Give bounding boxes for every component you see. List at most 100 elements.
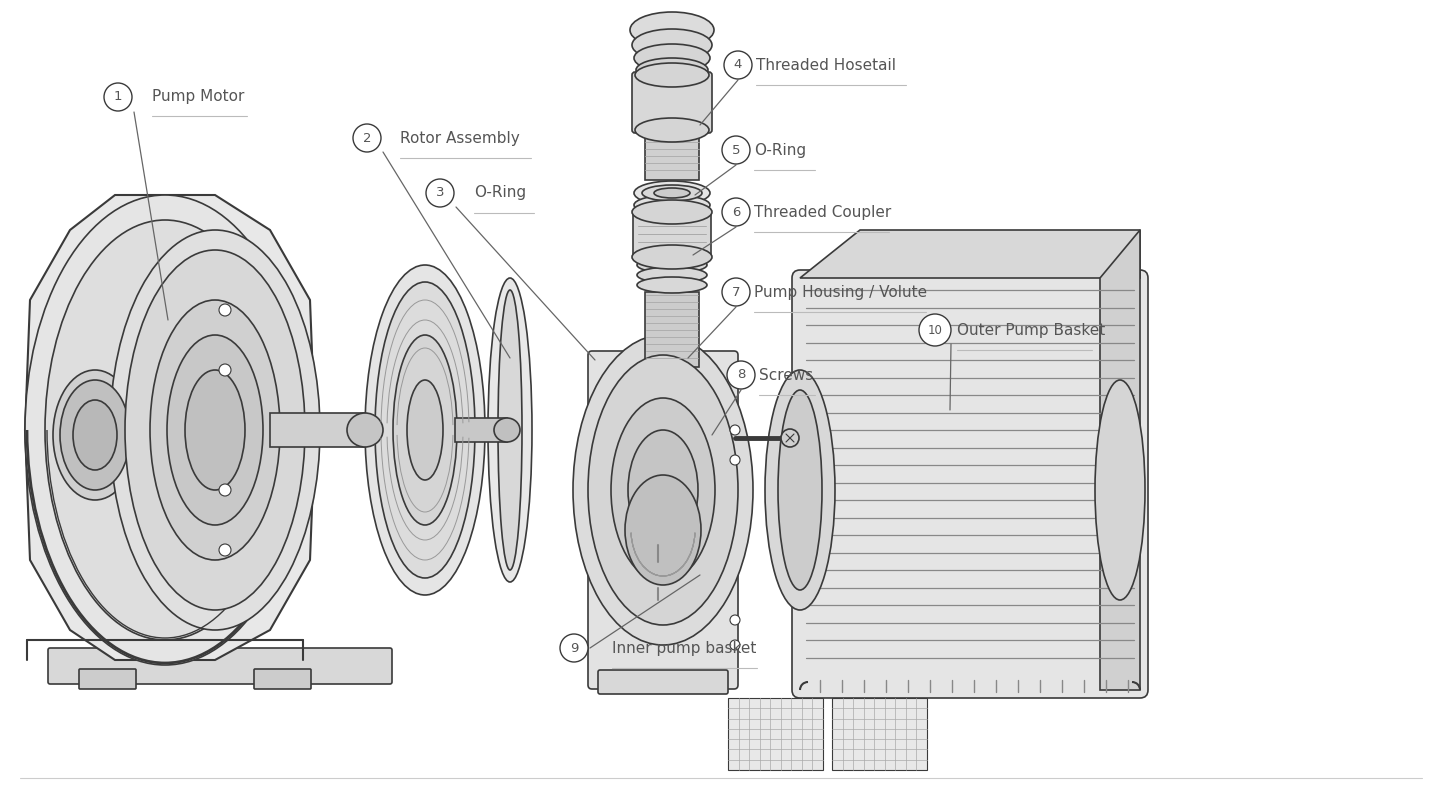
Ellipse shape (61, 380, 130, 490)
Circle shape (104, 83, 133, 111)
Polygon shape (1100, 230, 1141, 690)
Circle shape (919, 314, 952, 346)
Bar (728, 698, 823, 770)
Ellipse shape (766, 370, 835, 610)
Ellipse shape (348, 413, 384, 447)
Bar (645, 292, 699, 367)
Bar (645, 130, 699, 180)
Ellipse shape (365, 265, 485, 595)
Text: Screws: Screws (758, 368, 813, 382)
FancyBboxPatch shape (48, 648, 392, 684)
Text: Threaded Hosetail: Threaded Hosetail (756, 57, 895, 73)
Ellipse shape (167, 335, 262, 525)
FancyBboxPatch shape (79, 669, 136, 689)
Ellipse shape (634, 195, 709, 215)
Ellipse shape (572, 335, 753, 645)
Circle shape (722, 198, 750, 226)
Bar (832, 698, 927, 770)
Ellipse shape (611, 398, 715, 582)
Ellipse shape (53, 370, 137, 500)
Ellipse shape (730, 640, 740, 650)
Text: Rotor Assembly: Rotor Assembly (399, 131, 519, 145)
Ellipse shape (632, 29, 712, 61)
Ellipse shape (632, 200, 712, 224)
Ellipse shape (624, 475, 701, 585)
Text: 7: 7 (731, 286, 740, 298)
Ellipse shape (219, 484, 231, 496)
Bar (456, 418, 508, 442)
Text: Pump Housing / Volute: Pump Housing / Volute (754, 285, 927, 299)
Ellipse shape (634, 181, 709, 205)
Ellipse shape (637, 277, 707, 293)
Circle shape (724, 51, 751, 79)
Ellipse shape (637, 257, 707, 273)
Text: Inner pump basket: Inner pump basket (611, 641, 757, 655)
Bar (793, 460, 808, 482)
Ellipse shape (637, 267, 707, 283)
Text: 9: 9 (570, 642, 578, 654)
FancyBboxPatch shape (632, 72, 712, 133)
Circle shape (722, 278, 750, 306)
Ellipse shape (497, 290, 522, 570)
Bar (793, 575, 808, 597)
Polygon shape (800, 230, 1141, 278)
Circle shape (353, 124, 381, 152)
Text: Threaded Coupler: Threaded Coupler (754, 204, 891, 219)
Ellipse shape (185, 370, 245, 490)
Ellipse shape (487, 278, 532, 582)
Ellipse shape (629, 430, 698, 550)
Ellipse shape (125, 250, 306, 610)
Ellipse shape (1094, 380, 1145, 600)
Text: Pump Motor: Pump Motor (151, 89, 244, 105)
Text: 3: 3 (435, 187, 444, 200)
FancyBboxPatch shape (633, 210, 711, 259)
Text: 5: 5 (731, 144, 740, 156)
Ellipse shape (588, 355, 738, 625)
Text: 6: 6 (731, 206, 740, 219)
FancyBboxPatch shape (588, 351, 738, 689)
Ellipse shape (634, 63, 709, 87)
FancyBboxPatch shape (598, 670, 728, 694)
Bar (270, 413, 365, 447)
Text: O-Ring: O-Ring (474, 185, 526, 200)
Ellipse shape (45, 220, 286, 640)
Ellipse shape (150, 300, 280, 560)
Ellipse shape (782, 429, 799, 447)
Ellipse shape (25, 195, 306, 665)
Ellipse shape (634, 118, 709, 142)
Text: O-Ring: O-Ring (754, 143, 806, 157)
Ellipse shape (655, 188, 691, 198)
Ellipse shape (375, 282, 474, 578)
Ellipse shape (219, 364, 231, 376)
Text: Outer Pump Basket: Outer Pump Basket (957, 322, 1105, 338)
Ellipse shape (634, 44, 709, 72)
Polygon shape (25, 195, 314, 660)
Ellipse shape (730, 425, 740, 435)
Ellipse shape (642, 185, 702, 201)
Ellipse shape (219, 544, 231, 556)
Ellipse shape (636, 58, 708, 82)
FancyBboxPatch shape (792, 270, 1148, 698)
Text: 4: 4 (734, 58, 743, 72)
Text: 10: 10 (927, 323, 943, 337)
Text: 8: 8 (737, 369, 746, 381)
Ellipse shape (110, 230, 320, 630)
Ellipse shape (74, 400, 117, 470)
Circle shape (727, 361, 756, 389)
Circle shape (722, 136, 750, 164)
Text: 2: 2 (363, 132, 371, 144)
Ellipse shape (219, 304, 231, 316)
Ellipse shape (730, 615, 740, 625)
Ellipse shape (394, 335, 457, 525)
Ellipse shape (407, 380, 443, 480)
FancyBboxPatch shape (254, 669, 311, 689)
Bar (793, 420, 808, 442)
Ellipse shape (779, 390, 822, 590)
Ellipse shape (630, 12, 714, 48)
Text: 1: 1 (114, 90, 123, 104)
Circle shape (559, 634, 588, 662)
Circle shape (425, 179, 454, 207)
Ellipse shape (730, 455, 740, 465)
Ellipse shape (495, 418, 521, 442)
Bar (793, 530, 808, 552)
